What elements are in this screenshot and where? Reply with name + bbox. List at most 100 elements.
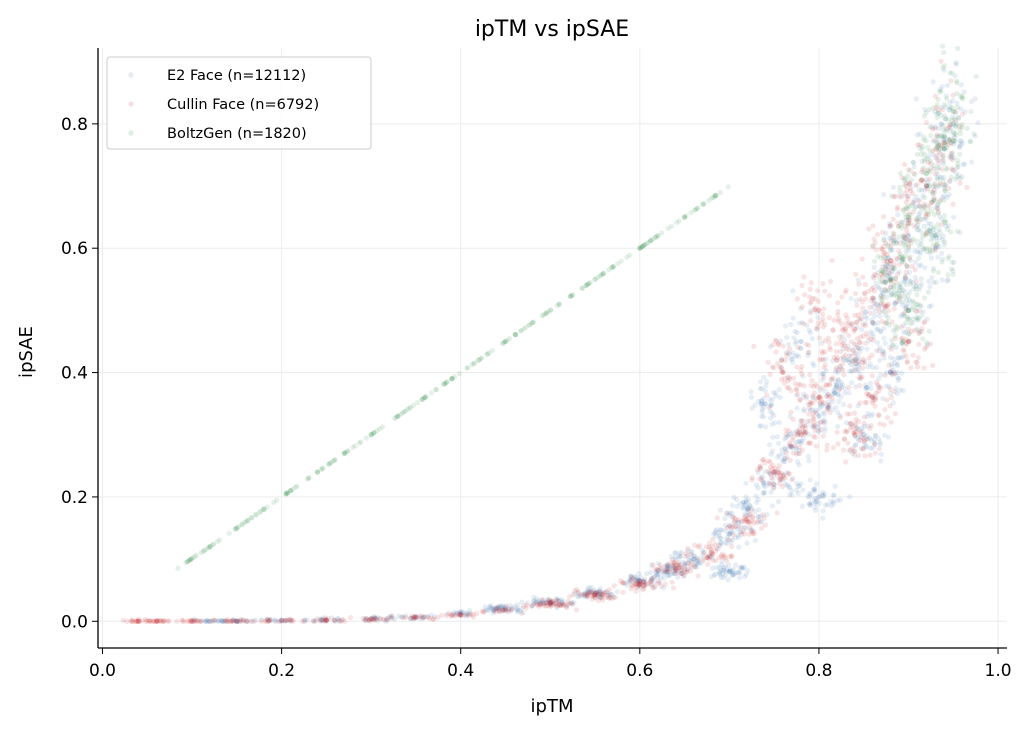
data-point <box>871 275 877 281</box>
data-point <box>584 590 590 597</box>
data-point <box>905 316 912 323</box>
data-point <box>319 465 326 472</box>
data-point <box>900 256 906 263</box>
data-point <box>930 138 936 144</box>
data-point <box>812 504 818 510</box>
data-point <box>796 353 802 360</box>
data-point <box>935 269 941 276</box>
data-point <box>750 515 756 521</box>
data-point <box>848 380 855 386</box>
data-point <box>555 601 561 607</box>
data-point <box>712 193 718 199</box>
data-point <box>801 274 807 280</box>
data-point <box>674 574 681 580</box>
data-point <box>219 618 226 624</box>
data-point <box>683 550 689 557</box>
data-point <box>619 580 625 586</box>
data-point <box>283 491 289 497</box>
data-point <box>883 303 889 309</box>
data-point <box>779 457 785 463</box>
data-point <box>614 589 620 595</box>
data-point <box>900 237 906 244</box>
data-point <box>890 240 896 246</box>
data-point <box>678 567 685 573</box>
data-point <box>934 152 940 158</box>
data-point <box>769 396 775 402</box>
data-point <box>788 443 794 449</box>
data-point <box>932 171 938 177</box>
data-point <box>894 271 901 277</box>
data-point <box>899 340 905 346</box>
data-point <box>922 156 928 162</box>
data-point <box>924 155 931 162</box>
data-point <box>787 492 793 498</box>
data-point <box>914 132 920 138</box>
data-point <box>757 463 764 469</box>
data-point <box>861 437 868 443</box>
data-point <box>862 282 869 288</box>
data-point <box>908 202 915 208</box>
data-point <box>229 618 235 624</box>
data-point <box>203 546 209 553</box>
data-point <box>705 555 711 561</box>
data-point <box>923 138 929 144</box>
data-point <box>778 338 784 344</box>
data-point <box>923 248 930 255</box>
data-point <box>895 325 901 331</box>
data-point <box>932 247 938 253</box>
data-point <box>949 157 956 163</box>
data-point <box>687 557 693 563</box>
data-point <box>971 131 977 137</box>
data-point <box>785 378 791 384</box>
data-point <box>659 230 665 236</box>
data-point <box>812 409 818 415</box>
data-point <box>186 557 192 563</box>
data-point <box>847 323 853 329</box>
data-point <box>891 292 898 298</box>
data-point <box>947 104 953 110</box>
data-point <box>217 617 224 623</box>
data-point <box>881 355 887 361</box>
data-point <box>838 379 844 385</box>
data-point <box>674 220 680 226</box>
data-point <box>610 264 616 270</box>
data-point <box>797 345 804 352</box>
data-point <box>910 352 916 358</box>
data-point <box>283 491 289 497</box>
data-point <box>891 265 897 271</box>
data-point <box>888 261 894 268</box>
data-point <box>881 351 888 357</box>
data-point <box>839 382 846 388</box>
data-point <box>656 567 662 573</box>
data-point <box>420 614 426 620</box>
data-point <box>743 516 749 522</box>
data-point <box>897 387 903 393</box>
data-point <box>899 225 905 231</box>
data-point <box>932 205 939 211</box>
data-point <box>785 350 791 356</box>
data-point <box>860 359 866 366</box>
data-point <box>907 167 913 173</box>
data-point <box>232 526 239 532</box>
data-point <box>585 589 591 595</box>
data-point <box>224 618 230 624</box>
data-point <box>677 562 683 568</box>
data-point <box>951 259 957 266</box>
data-point <box>934 165 941 171</box>
data-point <box>323 617 329 623</box>
data-point <box>591 592 597 598</box>
data-point <box>762 484 768 490</box>
data-point <box>798 432 804 438</box>
data-point <box>920 216 926 222</box>
data-point <box>830 391 836 397</box>
data-point <box>793 338 800 345</box>
data-point <box>844 356 851 363</box>
data-point <box>190 555 196 561</box>
data-point <box>813 498 819 504</box>
data-point <box>678 567 684 573</box>
data-point <box>764 512 770 518</box>
data-point <box>363 616 370 622</box>
data-point <box>221 618 228 624</box>
data-point <box>757 385 763 392</box>
data-point <box>533 599 540 605</box>
